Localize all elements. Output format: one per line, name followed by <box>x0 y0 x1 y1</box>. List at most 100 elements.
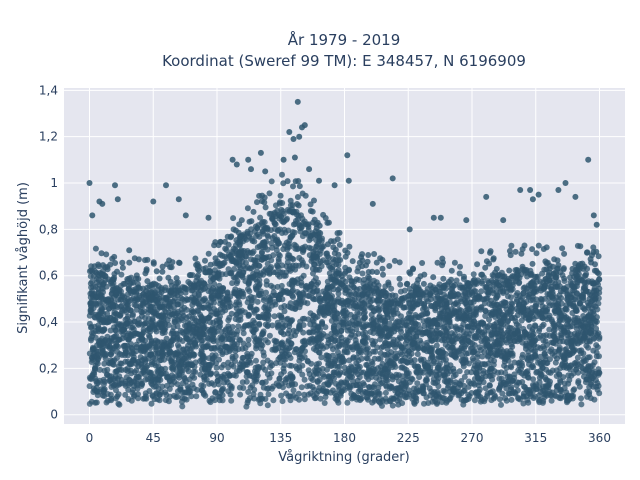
data-point <box>521 300 528 307</box>
data-point <box>535 335 542 341</box>
data-point <box>335 315 342 322</box>
data-point <box>391 322 398 329</box>
data-point <box>355 343 362 350</box>
data-point <box>449 338 456 345</box>
data-point <box>272 221 279 228</box>
data-point <box>564 332 571 339</box>
data-point <box>578 401 585 408</box>
data-point <box>124 342 131 349</box>
data-point <box>207 371 214 378</box>
data-point <box>306 293 313 300</box>
data-point <box>235 323 242 330</box>
data-point <box>256 338 262 345</box>
data-point <box>343 379 350 386</box>
data-point <box>528 280 535 287</box>
data-point <box>585 334 592 341</box>
data-point <box>227 372 233 379</box>
data-point <box>136 303 143 310</box>
data-point <box>362 323 369 330</box>
data-point <box>583 366 590 373</box>
data-point <box>240 354 247 361</box>
data-point <box>368 374 375 380</box>
data-point <box>405 370 412 377</box>
data-point <box>316 360 322 367</box>
data-point <box>409 325 416 331</box>
data-point <box>180 312 187 319</box>
data-point <box>115 337 122 344</box>
data-point <box>89 372 96 379</box>
data-point <box>418 340 425 347</box>
data-point <box>493 295 500 302</box>
data-point <box>344 399 351 406</box>
data-point <box>511 371 518 378</box>
data-point <box>421 302 427 308</box>
data-point <box>434 355 441 362</box>
data-point <box>285 303 292 310</box>
data-point <box>151 360 158 367</box>
data-point <box>487 350 494 357</box>
data-point <box>440 349 447 356</box>
data-point <box>305 391 312 398</box>
data-point <box>525 294 532 300</box>
data-point <box>482 313 489 319</box>
data-point <box>571 386 578 393</box>
data-point <box>521 372 528 379</box>
data-point <box>228 385 235 392</box>
data-point <box>87 273 94 280</box>
data-point <box>399 400 406 407</box>
data-point <box>568 362 575 369</box>
data-point <box>263 238 269 245</box>
data-point <box>248 226 255 233</box>
data-point <box>371 290 378 296</box>
data-point <box>279 230 285 236</box>
data-point <box>222 336 229 343</box>
data-point <box>498 401 504 408</box>
data-point <box>290 387 297 394</box>
data-point <box>284 375 291 381</box>
data-point <box>502 299 509 306</box>
data-point <box>492 339 499 346</box>
data-point <box>486 284 493 290</box>
data-point <box>341 349 348 356</box>
data-point <box>589 369 596 376</box>
data-point <box>115 363 122 370</box>
data-point <box>451 331 458 338</box>
data-point <box>109 346 116 353</box>
data-point <box>210 319 217 326</box>
data-point <box>485 327 492 334</box>
data-point <box>285 393 292 400</box>
data-point <box>486 316 492 323</box>
data-point <box>264 339 271 346</box>
data-point <box>370 330 377 336</box>
data-point <box>237 391 244 398</box>
data-point <box>578 395 584 402</box>
data-point <box>268 370 275 377</box>
data-point <box>335 382 342 389</box>
data-point <box>270 284 277 291</box>
chart-subtitle: Koordinat (Sweref 99 TM): E 348457, N 61… <box>162 52 526 70</box>
data-point <box>146 325 153 332</box>
data-point <box>581 305 587 312</box>
data-point <box>547 369 554 376</box>
data-point <box>558 330 564 337</box>
data-point <box>169 364 176 371</box>
data-point <box>537 358 544 365</box>
data-point <box>581 284 588 291</box>
data-point <box>163 296 170 303</box>
data-point <box>520 400 527 407</box>
data-point <box>182 289 189 296</box>
data-point <box>131 378 138 385</box>
data-point <box>278 392 285 399</box>
data-point <box>305 367 312 374</box>
data-point <box>373 317 380 324</box>
data-point <box>147 352 154 359</box>
data-point <box>100 327 107 334</box>
data-point <box>298 223 305 230</box>
data-point <box>213 364 220 371</box>
data-point <box>269 292 276 299</box>
data-point <box>565 380 572 387</box>
data-point <box>588 327 594 334</box>
data-point <box>117 351 123 357</box>
data-point <box>259 228 266 235</box>
data-point <box>374 389 381 395</box>
